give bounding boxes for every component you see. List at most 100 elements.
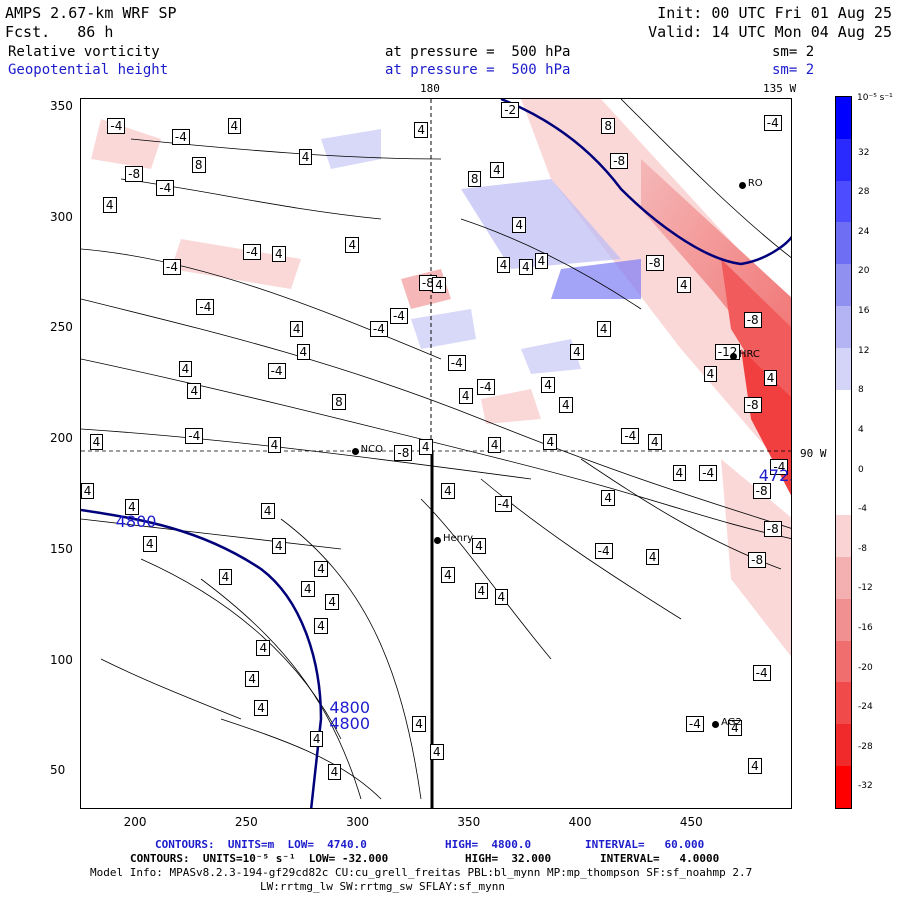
colorbar (835, 96, 852, 809)
vorticity-contour-label: -8 (394, 445, 413, 462)
vorticity-contour-label: 4 (648, 434, 662, 451)
colorbar-level-label: 4 (858, 424, 864, 435)
vorticity-contour-label: -4 (156, 179, 175, 196)
vorticity-contour-label: 4 (559, 396, 573, 413)
y-tick-label: 350 (50, 98, 73, 113)
valid-time: Valid: 14 UTC Mon 04 Aug 25 (648, 23, 892, 41)
footer-height-interval: INTERVAL= 60.000 (585, 838, 705, 851)
colorbar-level-label: 16 (858, 306, 870, 317)
station-marker[interactable] (738, 182, 746, 190)
station-marker[interactable] (351, 448, 359, 456)
y-tick-label: 200 (50, 431, 73, 446)
map-plot-area[interactable]: -4 -4 4 -8 8 -4 4 4 4 -4 -4 -4 4 4 4 -4 4 4 -4 4 8 -4 4 4 4 4 4 4 4 4… (80, 98, 792, 809)
station-marker[interactable] (434, 536, 441, 544)
colorbar-level-label: -12 (858, 583, 873, 594)
x-tick-label: 350 (457, 815, 481, 829)
vorticity-contour-label: 4 (728, 720, 742, 737)
colorbar-level-label: -16 (858, 622, 873, 633)
vorticity-contour-label: -4 (107, 117, 126, 134)
vorticity-contour-label: -4 (185, 427, 204, 444)
station-marker[interactable] (729, 352, 737, 360)
vorticity-contour-label: 4 (487, 436, 502, 453)
vorticity-contour-label: -4 (196, 299, 215, 316)
vorticity-contour-label: 4 (541, 376, 555, 393)
colorbar-level-label: -28 (858, 741, 873, 752)
station-marker[interactable] (712, 720, 720, 728)
vorticity-contour-label: 8 (601, 117, 615, 134)
vorticity-contour-label: -4 (763, 115, 782, 132)
colorbar-level-label: 32 (858, 147, 870, 158)
vorticity-contour-label: 4 (703, 365, 718, 382)
footer-height-high: HIGH= 4800.0 (445, 838, 532, 851)
vorticity-contour-label: 4 (494, 589, 509, 606)
vorticity-contour-label: 4 (227, 117, 242, 134)
vorticity-contour-label: 4 (254, 700, 268, 717)
vorticity-contour-label: 4 (458, 387, 473, 404)
vorticity-shading (91, 99, 791, 657)
vorticity-contour-label: 4 (430, 744, 444, 761)
vorticity-contour-label: -8 (748, 551, 767, 568)
vorticity-contour-label: 8 (467, 170, 482, 187)
model-title: AMPS 2.67-km WRF SP (5, 4, 177, 22)
vorticity-contour-label: 4 (298, 148, 313, 165)
vorticity-contour-label: 4 (418, 438, 433, 455)
vorticity-contour-label: 4 (272, 246, 286, 263)
vorticity-contour-label: 4 (543, 434, 558, 451)
vorticity-contour-label: 4 (441, 483, 455, 500)
colorbar-swatch (836, 473, 851, 516)
vorticity-contour-label: 4 (432, 277, 446, 294)
pressure-level-2: at pressure = 500 hPa (385, 62, 571, 78)
vorticity-contour-label: 4 (519, 259, 533, 276)
vorticity-contour-label: 4 (474, 582, 489, 599)
pressure-level-1: at pressure = 500 hPa (385, 44, 571, 60)
init-time: Init: 00 UTC Fri 01 Aug 25 (657, 4, 892, 22)
vorticity-contour-label: 4 (414, 122, 429, 138)
x-tick-label: 250 (234, 815, 258, 829)
vorticity-contours (81, 99, 791, 800)
vorticity-contour-label: 4 (512, 217, 526, 234)
vorticity-contour-label: -4 (171, 128, 190, 145)
height-contour-label: 4800 (115, 512, 157, 532)
vorticity-contour-label: 4 (601, 489, 615, 506)
vorticity-contour-label: -8 (125, 166, 144, 183)
field2-name: Geopotential height (8, 62, 169, 78)
vorticity-contour-label: -8 (752, 483, 771, 500)
footer-vort-contours: CONTOURS: UNITS=10⁻⁵ s⁻¹ LOW= -32.000 (130, 852, 389, 865)
footer-physics-info: LW:rrtmg_lw SW:rrtmg_sw SFLAY:sf_mynn (260, 880, 506, 893)
height-contour-label: 4800 (329, 713, 371, 733)
vorticity-contour-label: 4 (534, 252, 549, 269)
vorticity-contour-label: 4 (245, 671, 259, 688)
vorticity-contour-label: 4 (125, 498, 139, 515)
vorticity-contour-label: 4 (676, 277, 691, 294)
colorbar-swatch (836, 766, 851, 808)
colorbar-swatch (836, 640, 851, 683)
station-label: Henry (443, 532, 474, 544)
colorbar-swatch (836, 389, 851, 432)
smoothing-1: sm= 2 (772, 44, 815, 60)
colorbar-level-label: -4 (858, 504, 867, 515)
colorbar-swatch (836, 138, 851, 181)
colorbar-swatch (836, 264, 851, 307)
vorticity-contour-label: 4 (327, 764, 342, 781)
vorticity-contour-label: -4 (267, 363, 286, 380)
vorticity-contour-label: 4 (218, 569, 233, 586)
colorbar-swatch (836, 431, 851, 474)
colorbar-unit: 10⁻⁵ s⁻¹ (857, 93, 893, 103)
vorticity-contour-label: -8 (743, 312, 762, 329)
colorbar-level-label: 12 (858, 345, 870, 356)
vorticity-contour-label: 4 (570, 343, 584, 360)
vorticity-contour-label: -4 (494, 496, 513, 513)
footer-vort-interval: INTERVAL= 4.0000 (600, 852, 720, 865)
station-label: NCO (360, 444, 384, 456)
vorticity-contour-label: -4 (243, 243, 262, 260)
forecast-hour: Fcst. 86 h (5, 23, 114, 41)
footer-model-info: Model Info: MPASv8.2.3-194-gf29cd82c CU:… (90, 866, 753, 879)
vorticity-contour-label: -4 (476, 378, 495, 395)
vorticity-map (81, 99, 791, 808)
vorticity-contour-label: 4 (345, 237, 360, 254)
colorbar-swatch (836, 682, 851, 725)
vorticity-contour-label: 4 (412, 715, 426, 732)
vorticity-contour-label: -8 (645, 254, 664, 271)
colorbar-level-label: -24 (858, 702, 873, 713)
colorbar-swatch (836, 97, 851, 139)
